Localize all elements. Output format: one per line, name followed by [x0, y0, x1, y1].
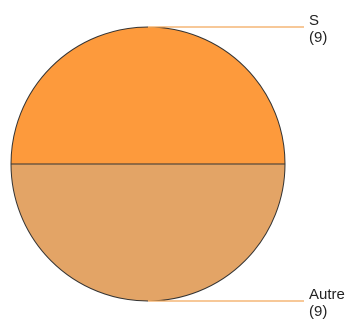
- slice-name-label: S: [309, 12, 319, 29]
- pie-labels: S(9)Autre(9): [148, 12, 345, 320]
- slice-value-label: (9): [309, 303, 327, 320]
- slice-name-label: Autre: [309, 286, 345, 303]
- pie-slices: [10, 26, 286, 302]
- slice-value-label: (9): [309, 29, 327, 46]
- pie-slice-autre: [10, 163, 286, 302]
- pie-slice-s: [10, 26, 286, 165]
